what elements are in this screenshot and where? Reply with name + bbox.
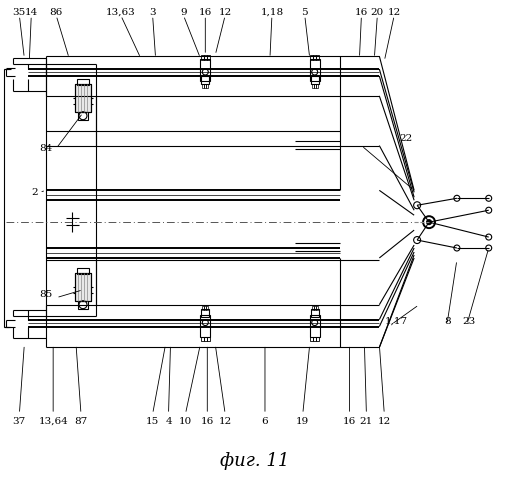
Text: 8: 8 bbox=[444, 317, 451, 326]
Text: 12: 12 bbox=[378, 417, 391, 426]
Bar bbox=[316, 55, 319, 60]
Text: 6: 6 bbox=[262, 417, 268, 426]
Text: 13,64: 13,64 bbox=[38, 417, 68, 426]
Bar bbox=[204, 306, 206, 310]
Bar bbox=[201, 309, 209, 317]
Bar bbox=[75, 84, 91, 112]
Text: 12: 12 bbox=[218, 417, 232, 426]
Bar bbox=[313, 55, 316, 60]
Bar bbox=[78, 301, 88, 309]
Bar bbox=[311, 84, 314, 88]
Text: 85: 85 bbox=[39, 290, 53, 299]
Bar bbox=[310, 55, 313, 60]
Bar bbox=[314, 84, 316, 88]
Bar bbox=[201, 336, 204, 341]
Bar bbox=[311, 306, 314, 310]
Bar bbox=[202, 306, 204, 310]
Bar bbox=[75, 273, 91, 301]
Bar bbox=[316, 84, 318, 88]
Text: 12: 12 bbox=[387, 8, 401, 17]
Bar bbox=[310, 336, 313, 341]
Text: 14: 14 bbox=[24, 8, 38, 17]
Bar bbox=[206, 306, 209, 310]
Bar bbox=[75, 84, 91, 112]
Bar bbox=[314, 306, 316, 310]
Text: 22: 22 bbox=[399, 134, 412, 143]
Bar bbox=[77, 268, 89, 274]
Text: 84: 84 bbox=[39, 144, 53, 153]
Bar bbox=[75, 273, 91, 301]
Text: 37: 37 bbox=[12, 417, 26, 426]
Bar bbox=[201, 76, 209, 84]
Bar bbox=[77, 79, 89, 85]
Bar bbox=[206, 84, 209, 88]
Text: 21: 21 bbox=[360, 417, 373, 426]
Text: 15: 15 bbox=[146, 417, 159, 426]
Text: 13,63: 13,63 bbox=[106, 8, 136, 17]
Text: 35: 35 bbox=[12, 8, 26, 17]
Text: 16: 16 bbox=[199, 8, 212, 17]
Bar bbox=[204, 336, 207, 341]
Text: фиг. 11: фиг. 11 bbox=[220, 452, 290, 470]
Bar bbox=[316, 306, 318, 310]
Text: 3: 3 bbox=[149, 8, 156, 17]
Text: 87: 87 bbox=[74, 417, 88, 426]
Text: 86: 86 bbox=[49, 8, 63, 17]
Bar bbox=[316, 336, 319, 341]
Bar bbox=[311, 76, 319, 84]
Text: 12: 12 bbox=[218, 8, 232, 17]
Bar bbox=[78, 112, 88, 120]
Text: 5: 5 bbox=[302, 8, 308, 17]
Text: 1,18: 1,18 bbox=[261, 8, 283, 17]
Bar bbox=[200, 315, 210, 336]
Text: 4: 4 bbox=[165, 417, 172, 426]
Text: 16: 16 bbox=[201, 417, 214, 426]
Bar bbox=[310, 59, 320, 81]
Text: 10: 10 bbox=[179, 417, 192, 426]
Bar bbox=[202, 84, 204, 88]
Text: 16: 16 bbox=[343, 417, 356, 426]
Text: 23: 23 bbox=[462, 317, 475, 326]
Bar bbox=[207, 336, 210, 341]
Circle shape bbox=[426, 220, 432, 225]
Bar bbox=[201, 55, 204, 60]
Bar bbox=[204, 84, 206, 88]
Bar bbox=[311, 309, 319, 317]
Bar bbox=[204, 55, 207, 60]
Text: 20: 20 bbox=[371, 8, 384, 17]
Text: 1,17: 1,17 bbox=[384, 317, 408, 326]
Bar bbox=[313, 336, 316, 341]
Bar bbox=[310, 315, 320, 336]
Text: 9: 9 bbox=[180, 8, 187, 17]
Text: 19: 19 bbox=[296, 417, 309, 426]
Text: 2: 2 bbox=[31, 188, 38, 197]
Bar bbox=[200, 59, 210, 81]
Text: 16: 16 bbox=[355, 8, 368, 17]
Bar bbox=[207, 55, 210, 60]
